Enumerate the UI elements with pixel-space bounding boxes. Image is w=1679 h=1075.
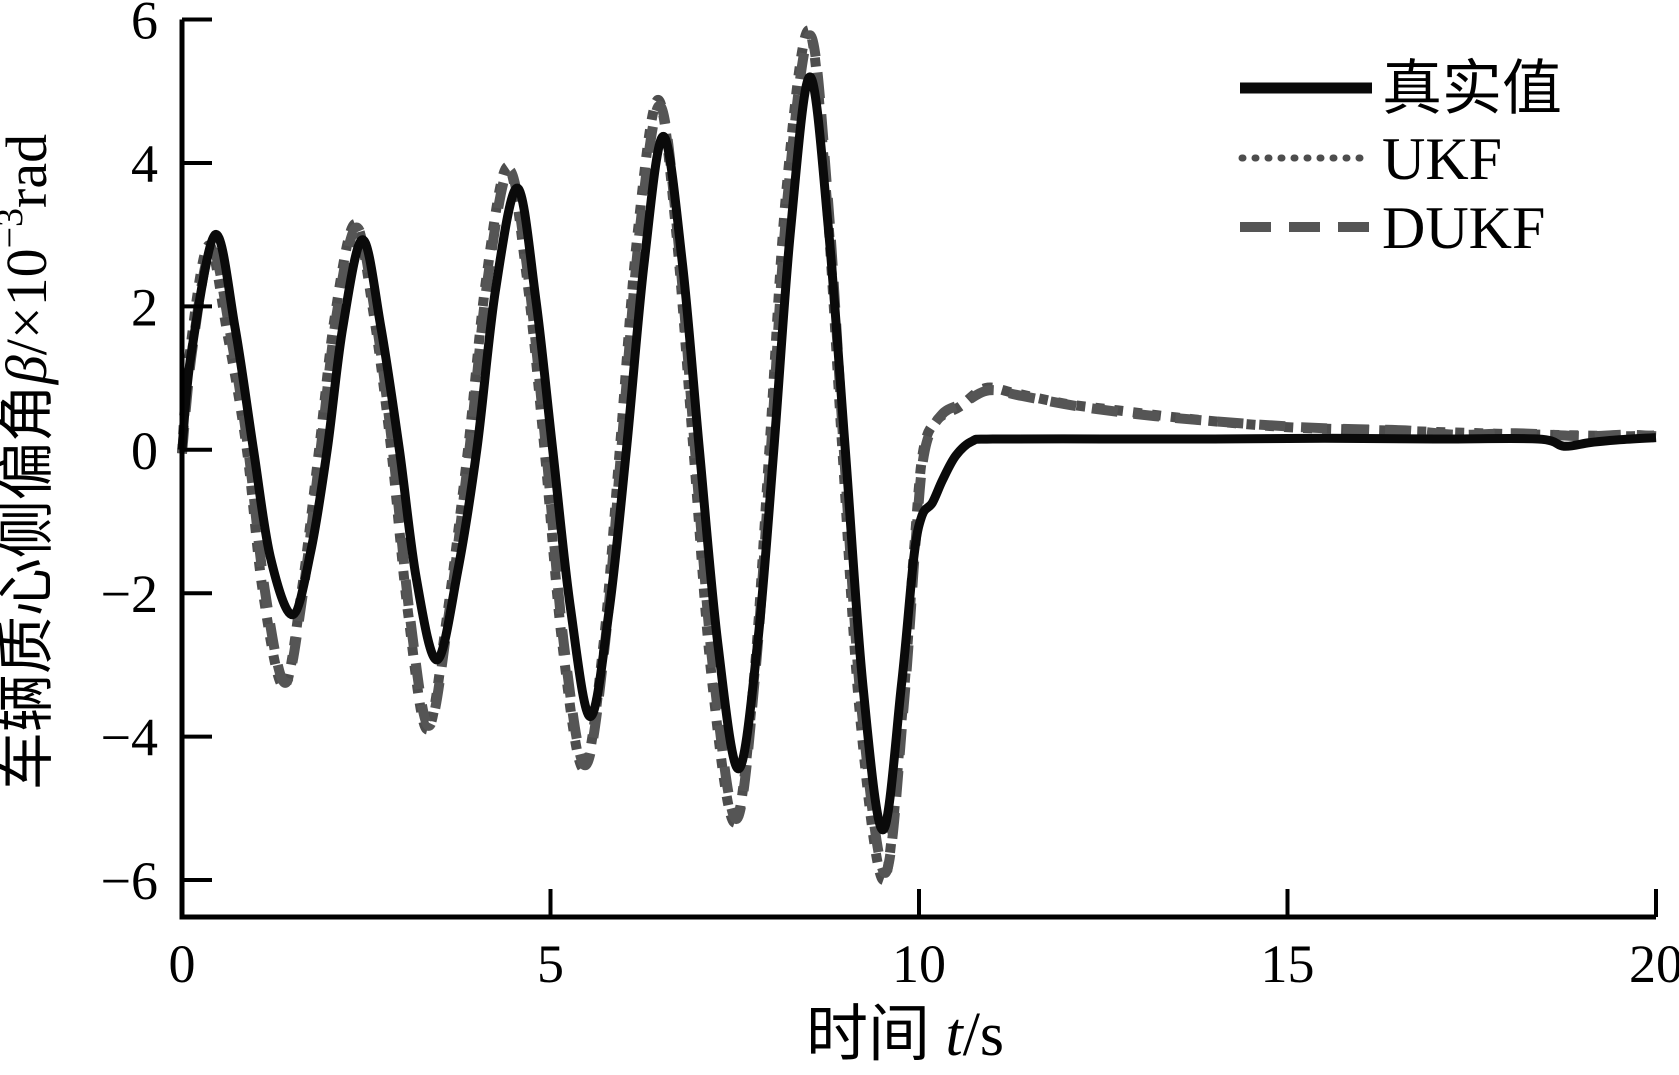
series-line-solid <box>177 72 1657 835</box>
x-tick-label: 0 <box>169 934 196 994</box>
legend: 真实值 UKF DUKF <box>1238 56 1562 261</box>
y-tick-label: −6 <box>101 851 158 911</box>
y-axis-label: 车辆质心侧偏角β/×10−3rad <box>0 134 59 790</box>
y-tick-label: 2 <box>131 277 158 337</box>
x-tick-label: 15 <box>1261 934 1315 994</box>
y-tick-label: −4 <box>101 708 158 768</box>
x-axis-label: 时间 t/s <box>806 1001 1004 1069</box>
curves-layer <box>177 25 1657 886</box>
x-tick-label: 5 <box>537 934 564 994</box>
legend-label-ukf: UKF <box>1382 126 1502 192</box>
y-tick-label: 0 <box>131 421 158 481</box>
x-tick-label: 10 <box>892 934 946 994</box>
x-tick-label: 20 <box>1629 934 1679 994</box>
y-tick-label: 4 <box>131 134 158 194</box>
legend-label-true: 真实值 <box>1382 56 1562 122</box>
y-tick-label: −2 <box>101 564 158 624</box>
legend-label-dukf: DUKF <box>1382 195 1545 261</box>
y-tick-label: 6 <box>131 0 158 51</box>
